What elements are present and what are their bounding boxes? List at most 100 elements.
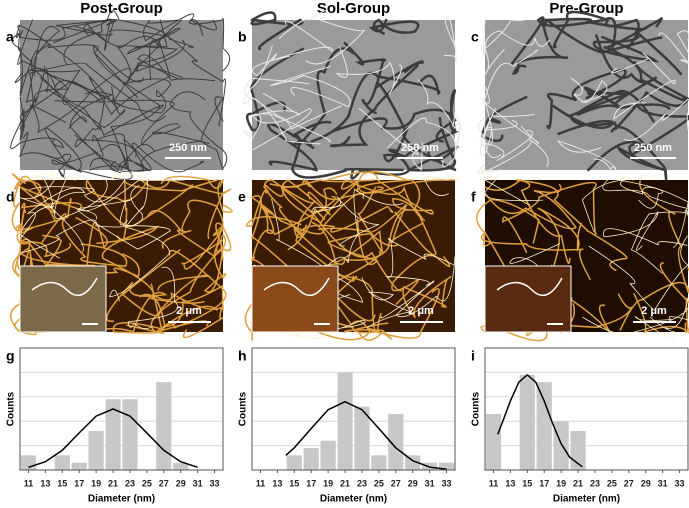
x-tick-label: 29: [176, 478, 186, 488]
fiber: [368, 18, 420, 35]
x-tick-label: 27: [159, 478, 169, 488]
y-axis-label: Counts: [6, 391, 17, 426]
x-tick-label: 29: [641, 478, 651, 488]
fiber: [482, 169, 544, 206]
fiber: [54, 174, 148, 220]
fiber: [251, 20, 333, 77]
inset-fiber: [263, 277, 330, 297]
fit-curve: [285, 400, 447, 471]
bar: [354, 406, 370, 470]
x-tick-label: 19: [323, 478, 333, 488]
fiber: [633, 262, 689, 334]
bar: [485, 413, 502, 470]
bar: [303, 448, 319, 470]
fiber: [122, 249, 212, 317]
fiber: [78, 179, 185, 226]
fiber: [44, 127, 133, 180]
fiber: [169, 91, 228, 169]
afm-inset: [251, 265, 339, 333]
fiber: [264, 179, 316, 236]
afm-inset: [19, 265, 107, 333]
fiber: [245, 47, 305, 132]
fiber: [570, 77, 608, 103]
fiber: [481, 49, 540, 145]
fiber: [181, 239, 227, 293]
fiber: [385, 238, 455, 286]
fiber: [537, 207, 583, 282]
fiber: [478, 138, 549, 174]
fiber: [576, 89, 671, 123]
x-tick-label: 33: [675, 478, 685, 488]
fiber: [602, 179, 689, 248]
bar: [337, 372, 353, 470]
x-tick-label: 21: [108, 478, 118, 488]
x-tick-label: 19: [556, 478, 566, 488]
scale-bar-label: 2 μm: [176, 305, 202, 317]
fiber: [557, 60, 689, 136]
bar: [536, 382, 552, 470]
x-tick-label: 23: [357, 478, 367, 488]
fiber: [581, 179, 689, 232]
x-tick-label: 25: [607, 478, 617, 488]
fiber: [251, 97, 331, 145]
fiber: [96, 225, 205, 304]
fiber: [483, 19, 551, 56]
fiber: [259, 192, 365, 235]
bar: [20, 455, 37, 470]
fiber: [388, 88, 459, 159]
fiber: [584, 34, 658, 107]
fiber: [123, 138, 205, 173]
x-tick-label: 11: [256, 478, 266, 488]
fiber: [76, 208, 171, 250]
fiber: [358, 107, 423, 172]
fiber: [140, 179, 232, 240]
bar: [122, 399, 138, 470]
fiber: [112, 78, 172, 114]
fiber: [310, 71, 441, 143]
fiber: [333, 186, 384, 263]
x-tick-label: 15: [522, 478, 532, 488]
panel-letter: d: [6, 189, 15, 205]
y-axis-label: Counts: [471, 391, 482, 426]
x-tick-label: 25: [374, 478, 384, 488]
fiber: [138, 284, 224, 328]
x-tick-label: 31: [658, 478, 668, 488]
x-tick-label: 27: [624, 478, 634, 488]
bar: [371, 455, 387, 470]
fiber: [343, 322, 393, 341]
bar: [438, 462, 455, 470]
fiber: [630, 209, 689, 274]
fiber: [603, 211, 688, 251]
fiber: [14, 68, 34, 131]
fiber: [109, 96, 224, 172]
y-axis-label: Counts: [238, 391, 249, 426]
panel-letter: a: [6, 29, 14, 45]
fiber: [128, 19, 185, 78]
fiber: [382, 116, 457, 172]
fiber: [422, 173, 465, 196]
fiber: [109, 206, 171, 302]
x-axis-label: Diameter (nm): [88, 494, 155, 505]
panel-letter: i: [471, 348, 475, 364]
fiber: [11, 179, 34, 235]
fiber: [43, 153, 72, 179]
fiber: [325, 273, 440, 339]
fiber: [15, 175, 79, 259]
fiber: [293, 209, 411, 265]
fit-curve: [496, 373, 583, 468]
fiber: [387, 111, 460, 151]
fiber: [327, 218, 399, 266]
afm-inset: [484, 265, 572, 333]
x-tick-label: 13: [272, 478, 282, 488]
fiber: [402, 276, 452, 319]
fiber: [54, 99, 179, 146]
fiber: [484, 85, 534, 162]
fiber: [63, 18, 119, 65]
fiber: [552, 10, 640, 50]
x-tick-label: 15: [289, 478, 299, 488]
fiber: [89, 133, 130, 171]
bar: [519, 374, 535, 470]
fiber: [417, 79, 461, 168]
x-tick-label: 17: [74, 478, 84, 488]
fiber: [44, 72, 137, 158]
